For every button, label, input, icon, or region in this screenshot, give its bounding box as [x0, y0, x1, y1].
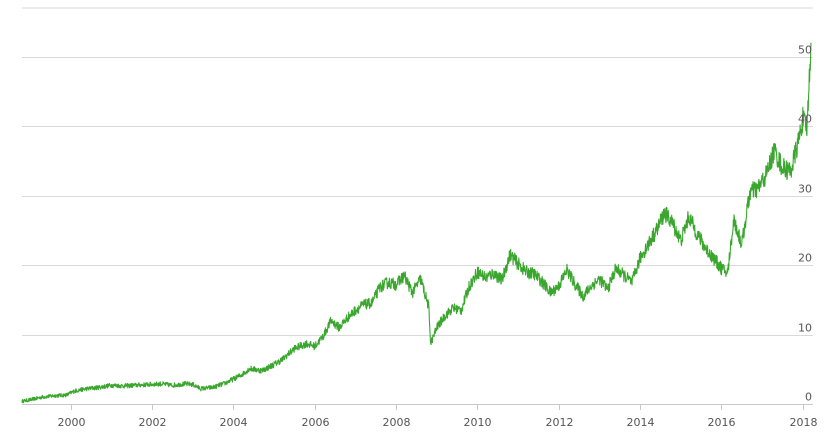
series-line — [21, 42, 812, 404]
y-tick-label: 0 — [805, 391, 812, 404]
x-tick-label: 2008 — [383, 416, 411, 429]
y-tick-label: 30 — [798, 183, 812, 196]
x-tick-label: 2016 — [708, 416, 736, 429]
x-tick-label: 2018 — [790, 416, 818, 429]
x-tick-label: 2012 — [546, 416, 574, 429]
x-tick-label: 2014 — [627, 416, 655, 429]
y-tick-label: 10 — [798, 322, 812, 335]
x-tick-label: 2004 — [220, 416, 248, 429]
x-tick-label: 2002 — [139, 416, 167, 429]
x-tick-label: 2006 — [302, 416, 330, 429]
y-tick-label: 20 — [798, 252, 812, 265]
x-tick-label: 2000 — [58, 416, 86, 429]
series-layer — [21, 42, 812, 404]
x-axis — [22, 404, 813, 410]
x-axis-labels: 2000 2002 2004 2006 2008 2010 2012 2014 2016 2018 — [58, 416, 818, 429]
y-axis-labels: 0 10 20 30 40 50 — [798, 44, 812, 404]
x-tick-label: 2010 — [464, 416, 492, 429]
y-tick-label: 50 — [798, 44, 812, 57]
gridlines — [22, 7, 813, 336]
y-tick-label: 40 — [798, 113, 812, 126]
